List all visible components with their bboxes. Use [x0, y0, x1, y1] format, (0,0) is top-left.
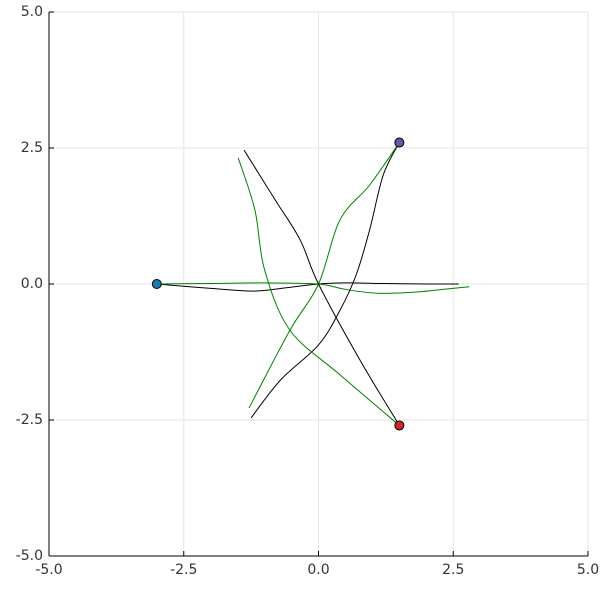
- point: [394, 137, 405, 148]
- y-tick-label: 0.0: [21, 276, 43, 292]
- point: [151, 279, 162, 289]
- x-tick-label: 5.0: [577, 562, 599, 578]
- point: [394, 420, 405, 431]
- y-tick-label: 5.0: [21, 4, 43, 20]
- trajectory-line: [248, 142, 400, 409]
- x-tick-label: -5.0: [35, 562, 62, 578]
- y-tick-label: -5.0: [16, 548, 43, 564]
- y-tick-label: -2.5: [16, 412, 43, 428]
- trajectory-line: [156, 282, 470, 294]
- trajectory-line: [243, 149, 400, 426]
- x-tick-label: 2.5: [442, 562, 464, 578]
- x-tick-label: 0.0: [307, 562, 329, 578]
- x-tick-label: -2.5: [170, 562, 197, 578]
- trajectory-line: [237, 157, 400, 426]
- trajectory-line: [250, 142, 400, 419]
- y-tick-label: 2.5: [21, 140, 43, 156]
